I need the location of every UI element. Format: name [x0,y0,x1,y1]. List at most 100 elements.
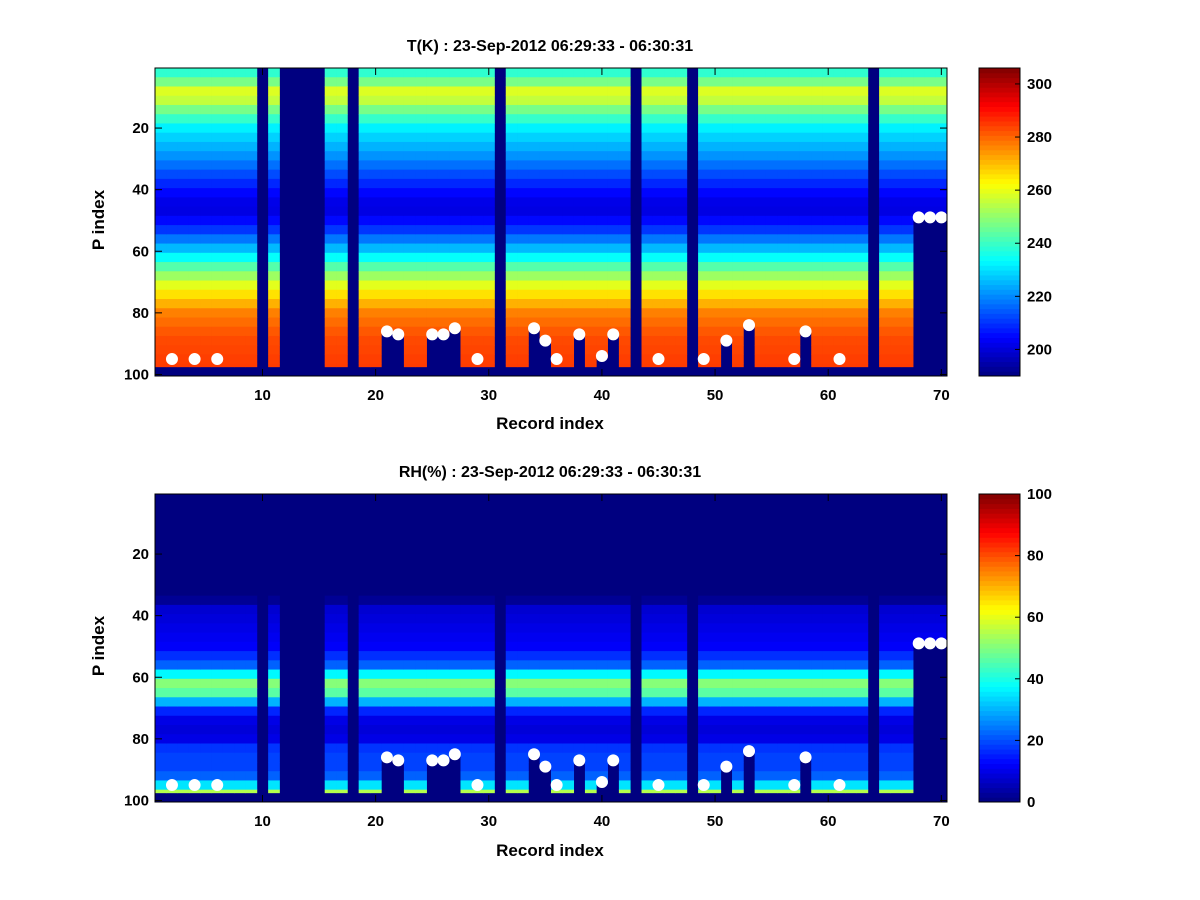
heatmap-cell [596,706,608,717]
heatmap-cell [799,614,812,624]
colorbar-swatch [979,323,1020,329]
surface-marker [924,211,937,224]
heatmap-cell [732,178,744,189]
heatmap-cell [188,761,201,772]
heatmap-cell [426,614,439,624]
heatmap-cell [596,225,608,235]
heatmap-cell [403,363,416,368]
heatmap-cell [777,243,789,254]
heatmap-cell [268,752,280,763]
heatmap-cell [437,234,450,244]
heatmap-cell [788,734,801,744]
heatmap-cell [652,678,665,689]
heatmap-cell [324,771,337,781]
heatmap-cell [528,160,541,171]
heatmap-cell [879,206,891,217]
heatmap-cell [607,706,620,717]
heatmap-cell [200,789,212,794]
heatmap-cell [517,308,529,318]
colorbar-swatch [979,532,1020,538]
heatmap-cell [528,206,541,217]
heatmap-cell [222,761,235,772]
heatmap-cell [641,169,654,180]
heatmap-cell [879,252,891,263]
heatmap-cell [573,697,586,707]
heatmap-cell [890,317,903,328]
heatmap-cell [743,660,756,670]
heatmap-cell [528,706,541,717]
heatmap-cell [765,317,778,328]
heatmap-cell [336,188,348,198]
heatmap-cell [245,262,258,272]
heatmap-cell [924,151,937,161]
surface-marker [652,779,665,792]
heatmap-cell [799,595,812,606]
colorbar-swatch [979,537,1020,543]
temperature-axes-frame [154,67,948,377]
heatmap-cell [517,688,529,698]
heatmap-cell [200,104,212,115]
heatmap-cell [234,104,246,115]
heatmap-cell [845,632,857,643]
heatmap-cell [369,512,382,523]
heatmap-cell [528,215,541,226]
heatmap-cell [505,280,518,291]
heatmap-cell [166,252,179,263]
heatmap-cell [618,77,631,87]
heatmap-cell [584,503,597,513]
colorbar-swatch [979,294,1020,300]
heatmap-cell [913,141,925,152]
heatmap-cell [539,104,552,115]
heatmap-cell [426,95,439,106]
heatmap-cell [426,308,439,318]
heatmap-cell [732,641,744,652]
heatmap-cell [879,289,891,300]
heatmap-cell [471,104,484,115]
colorbar-swatch [979,676,1020,683]
heatmap-cell [460,197,473,207]
heatmap-cell [743,308,756,318]
heatmap-cell [562,540,575,550]
heatmap-cell [336,651,348,661]
heatmap-cell [539,197,552,207]
heatmap-cell [743,299,756,309]
heatmap-cell [268,252,280,263]
heatmap-cell [652,363,665,368]
heatmap-cell [765,743,778,754]
heatmap-cell [245,86,258,97]
heatmap-cell [709,86,722,97]
heatmap-cell [879,243,891,254]
heatmap-cell [381,678,393,689]
heatmap-cell [381,123,393,134]
heatmap-cell [177,86,190,97]
heatmap-cell [754,86,767,97]
heatmap-cell [381,308,393,318]
heatmap-cell [381,641,393,652]
surface-marker [426,328,439,341]
heatmap-cell [471,262,484,272]
heatmap-cell [845,789,857,794]
heatmap-cell [924,503,937,513]
heatmap-cell [177,132,190,143]
heatmap-cell [211,697,224,707]
heatmap-cell [833,715,846,726]
heatmap-cell [234,326,246,337]
heatmap-cell [698,743,710,754]
heatmap-cell [754,123,767,134]
heatmap-cell [268,326,280,337]
heatmap-cell [833,752,846,763]
heatmap-cell [664,234,676,244]
heatmap-cell [641,651,654,661]
heatmap-cell [890,178,903,189]
heatmap-cell [743,641,756,652]
heatmap-cell [166,771,179,781]
heatmap-cell [324,326,337,337]
heatmap-cell [358,780,371,791]
heatmap-cell [618,215,631,226]
heatmap-cell [709,160,722,171]
heatmap-cell [777,77,789,87]
heatmap-cell [471,771,484,781]
heatmap-cell [403,151,416,161]
heatmap-cell [822,530,835,541]
heatmap-cell [596,660,608,670]
